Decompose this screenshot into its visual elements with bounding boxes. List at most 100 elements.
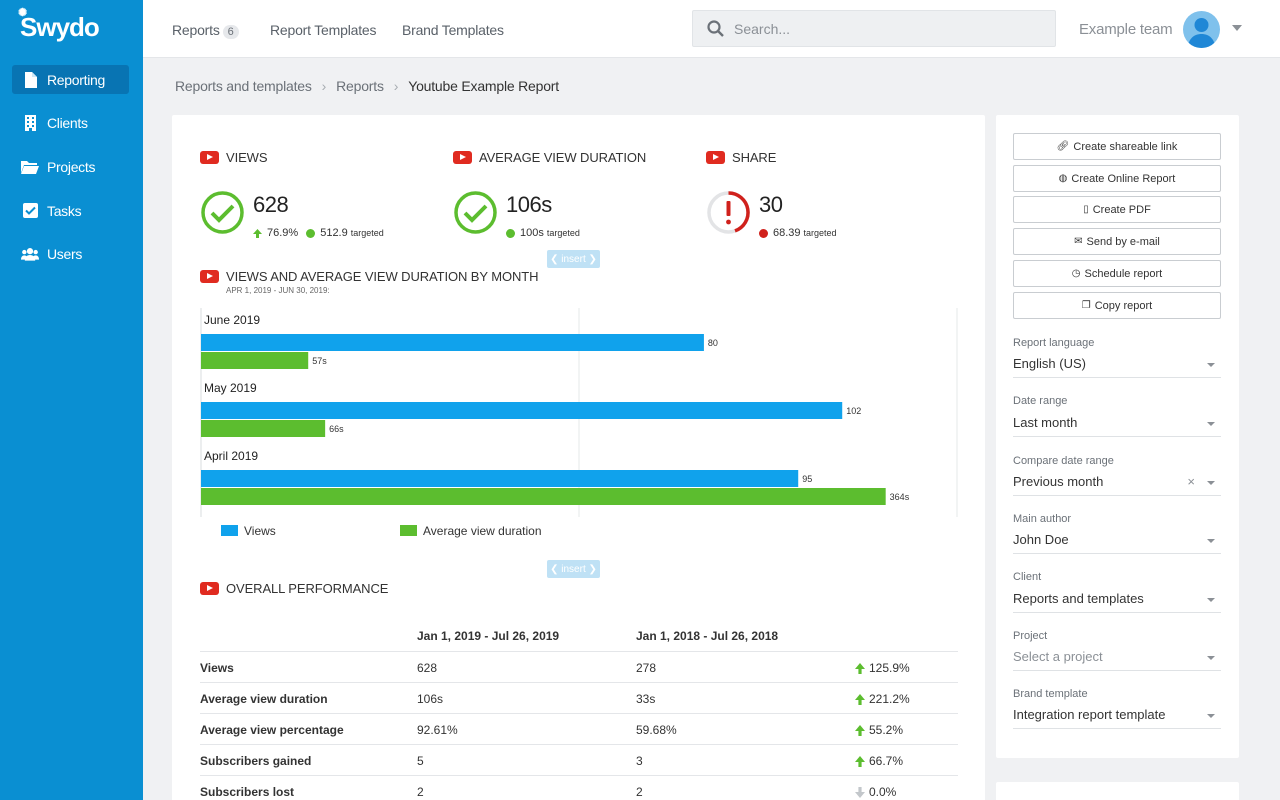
send-by-email-button[interactable]: ✉ Send by e-mail	[1013, 228, 1221, 255]
select-value: Integration report template	[1013, 707, 1166, 722]
chart-section-title: VIEWS AND AVERAGE VIEW DURATION BY MONTH	[200, 269, 538, 284]
copy-report-button[interactable]: ❐ Copy report	[1013, 292, 1221, 319]
kpi-title: VIEWS	[226, 150, 268, 165]
action-label: Copy report	[1094, 299, 1153, 312]
project-label: Project	[1013, 630, 1048, 642]
avatar[interactable]	[1183, 11, 1220, 48]
project-select[interactable]: Select a project	[1013, 647, 1221, 671]
youtube-icon	[200, 151, 219, 164]
topbar: Reports 6 Report Templates Brand Template…	[143, 0, 1280, 58]
main-author-select[interactable]: John Doe	[1013, 530, 1221, 554]
sidebar-item-reporting[interactable]: Reporting	[12, 65, 129, 94]
select-value: Previous month	[1013, 474, 1104, 489]
select-value: English (US)	[1013, 356, 1086, 371]
tab-reports[interactable]: Reports 6	[172, 22, 239, 39]
create-online-report-button[interactable]: ◍ Create Online Report	[1013, 165, 1221, 192]
create-shareable-link-button[interactable]: 🔗︎ Create shareable link	[1013, 133, 1221, 160]
chart-bar[interactable]	[201, 470, 799, 487]
table-title: OVERALL PERFORMANCE	[226, 581, 389, 596]
kpi-title: SHARE	[732, 150, 777, 165]
check-circle-icon	[201, 191, 244, 234]
client-select[interactable]: Reports and templates	[1013, 589, 1221, 613]
action-label: Schedule report	[1084, 267, 1163, 280]
tab-label: Reports	[172, 22, 220, 38]
chart-data-label: 66s	[329, 424, 344, 434]
sidebar-item-projects[interactable]: Projects	[12, 152, 129, 181]
kpi-subline: 100s targeted	[506, 227, 580, 239]
kpi-target: 100s	[520, 227, 544, 239]
sidebar-item-tasks[interactable]: Tasks	[12, 196, 129, 225]
date-range-select[interactable]: Last month	[1013, 413, 1221, 437]
brand-template-label: Brand template	[1013, 688, 1088, 700]
sidebar-item-label: Users	[47, 245, 83, 262]
checkbox-icon	[21, 202, 39, 220]
row-current: 2	[417, 785, 424, 799]
table-row: Subscribers lost 2 2 0.0%	[200, 775, 958, 800]
chart-title: VIEWS AND AVERAGE VIEW DURATION BY MONTH	[226, 269, 539, 284]
breadcrumb-item[interactable]: Reports and templates	[175, 78, 312, 94]
report-language-select[interactable]: English (US)	[1013, 354, 1221, 378]
sidebar-item-users[interactable]: Users	[12, 239, 129, 268]
select-placeholder: Select a project	[1013, 649, 1103, 664]
chart-bar[interactable]	[201, 420, 326, 437]
sidebar-item-clients[interactable]: Clients	[12, 108, 129, 137]
reports-count-badge: 6	[222, 25, 239, 39]
file-icon	[21, 71, 39, 89]
clock-icon: ◷	[1071, 268, 1081, 279]
chart-data-label: 364s	[890, 492, 910, 502]
chevron-down-icon	[1207, 363, 1215, 367]
chevron-down-icon	[1207, 656, 1215, 660]
copy-icon: ❐	[1081, 300, 1091, 311]
tab-report-templates[interactable]: Report Templates	[270, 22, 377, 38]
breadcrumb-current: Youtube Example Report	[408, 78, 559, 94]
arrow-up-icon	[855, 693, 865, 705]
schedule-report-button[interactable]: ◷ Schedule report	[1013, 260, 1221, 287]
select-value: Reports and templates	[1013, 591, 1144, 606]
kpi-target-suffix: targeted	[350, 228, 384, 238]
chart-category-label: May 2019	[204, 381, 257, 395]
row-change-value: 125.9%	[869, 661, 910, 675]
action-label: Create shareable link	[1073, 140, 1178, 153]
chart-legend-swatch	[400, 525, 417, 536]
row-change-value: 221.2%	[869, 692, 910, 706]
insert-button[interactable]: ❮ insert ❯	[547, 250, 600, 268]
chevron-down-icon	[1207, 481, 1215, 485]
kpi-value: 106s	[506, 192, 552, 217]
swydo-logo[interactable]: ✺ Swydo	[18, 7, 100, 42]
building-icon	[21, 114, 39, 132]
chart-bar[interactable]	[201, 352, 309, 369]
kpi-change: 76.9%	[267, 227, 299, 239]
row-change: 66.7%	[855, 754, 903, 768]
insert-button[interactable]: ❮ insert ❯	[547, 560, 600, 578]
team-name[interactable]: Example team	[1079, 21, 1173, 38]
select-value: John Doe	[1013, 532, 1069, 547]
chart-bar[interactable]	[201, 402, 843, 419]
chart-bar[interactable]	[201, 334, 704, 351]
search-input[interactable]	[734, 20, 1034, 37]
brand-template-select[interactable]: Integration report template	[1013, 705, 1221, 729]
bar-chart: June 2019 80 57s May 2019 102 66s April 2019 95…	[200, 308, 958, 538]
create-pdf-button[interactable]: ▯ Create PDF	[1013, 196, 1221, 223]
kpi-title-row: VIEWS	[200, 150, 440, 165]
breadcrumb-separator-icon: ›	[321, 78, 327, 94]
row-metric: Views	[200, 661, 234, 675]
clear-icon[interactable]: ×	[1187, 474, 1195, 489]
sidebar-item-label: Reporting	[47, 71, 106, 88]
sidebar-item-label: Tasks	[47, 202, 82, 219]
row-metric: Subscribers lost	[200, 785, 295, 799]
kpi-target: 512.9	[320, 227, 348, 239]
kpi-title-row: SHARE	[706, 150, 946, 165]
youtube-icon	[200, 582, 219, 595]
tab-brand-templates[interactable]: Brand Templates	[402, 22, 504, 38]
compare-date-range-select[interactable]: Previous month ×	[1013, 472, 1221, 496]
user-avatar-icon	[1188, 18, 1215, 48]
breadcrumb-item[interactable]: Reports	[336, 78, 384, 94]
chevron-down-icon[interactable]	[1232, 25, 1242, 31]
chart-bar[interactable]	[201, 488, 886, 505]
pdf-icon: ▯	[1083, 204, 1089, 215]
row-change-value: 0.0%	[869, 785, 897, 799]
kpi-target-suffix: targeted	[546, 228, 580, 238]
row-change: 125.9%	[855, 661, 910, 675]
table-row: Subscribers gained 5 3 66.7%	[200, 744, 958, 775]
kpi-subline: 76.9% 512.9 targeted	[253, 227, 384, 239]
